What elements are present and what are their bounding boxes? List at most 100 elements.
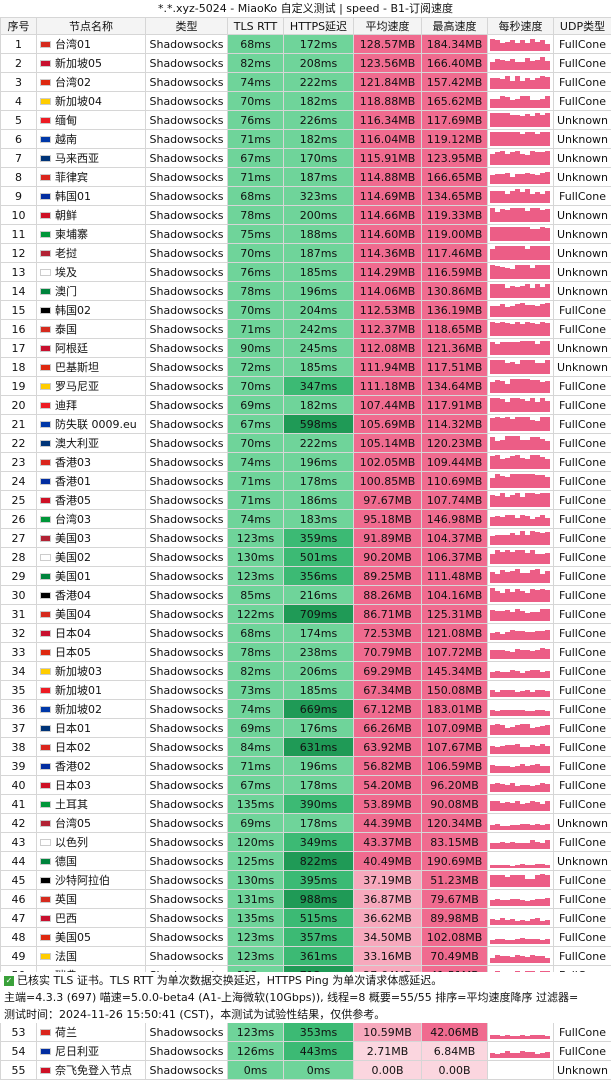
avg-speed: 121.84MB [354,73,422,92]
col-header-max-speed[interactable]: 最高速度 [422,18,488,35]
protocol-type: Shadowsocks [146,54,228,73]
speed-bar [520,81,525,89]
row-index: 12 [1,244,37,263]
udp-type: Unknown [554,282,611,301]
https-latency: 353ms [284,1023,354,1042]
https-latency: 196ms [284,757,354,776]
speed-bar [525,493,530,507]
speed-bar [495,747,500,754]
speed-bar [500,875,505,887]
protocol-type: Shadowsocks [146,757,228,776]
speed-bar [490,208,495,222]
speed-bar [495,650,500,659]
row-index: 44 [1,852,37,871]
https-latency: 501ms [284,548,354,567]
avg-speed: 91.89MB [354,529,422,548]
row-index: 48 [1,928,37,947]
speed-bar [490,322,495,336]
speed-bar [540,287,545,298]
speed-bar [530,360,535,374]
col-header-udp[interactable]: UDP类型 [554,18,611,35]
speed-bar [500,174,505,184]
col-header-per-second[interactable]: 每秒速度 [488,18,554,35]
speed-bar [540,246,545,260]
speed-bar [535,421,540,431]
col-header-tls[interactable]: TLS RTT [228,18,284,35]
speed-bar [525,440,530,450]
row-index: 18 [1,358,37,377]
speed-bar [540,132,545,146]
col-header-https[interactable]: HTTPS延迟 [284,18,354,35]
speed-bar [525,865,530,868]
flag-icon [40,630,51,637]
node-label: 荷兰 [55,1026,77,1039]
speed-bar [510,362,515,374]
per-second-speed [488,833,554,852]
speed-bar [525,155,530,165]
col-header-type[interactable]: 类型 [146,18,228,35]
speed-bar [545,228,550,241]
https-latency: 186ms [284,491,354,510]
col-header-avg-speed[interactable]: 平均速度 [354,18,422,35]
node-label: 香港01 [55,475,91,488]
row-index: 2 [1,54,37,73]
speed-bar [500,418,505,431]
speed-bar [495,535,500,545]
col-header-node[interactable]: 节点名称 [37,18,146,35]
speed-bar [525,173,530,184]
col-header-index[interactable]: 序号 [1,18,37,35]
